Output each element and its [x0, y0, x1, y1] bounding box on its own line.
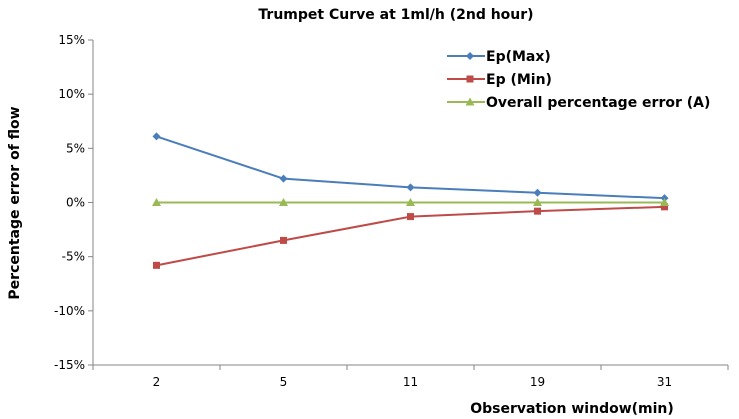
- y-tick-label: 10%: [58, 87, 85, 101]
- series-group: [152, 198, 669, 206]
- x-tick-label: 31: [657, 375, 672, 389]
- x-axis-title: Observation window(min): [470, 401, 674, 417]
- data-point: [534, 207, 541, 215]
- data-point: [406, 183, 415, 192]
- y-tick-label: 0%: [66, 196, 85, 210]
- legend: Ep(Max) Ep (Min) Overall percentage error …: [447, 49, 710, 111]
- x-tick-label: 11: [403, 375, 418, 389]
- data-point: [661, 203, 668, 211]
- y-axis-title: Percentage error of flow: [7, 106, 23, 299]
- legend-label: Overall percentage error (A): [486, 95, 710, 111]
- x-tick-label: 2: [153, 375, 161, 389]
- data-point: [153, 261, 160, 269]
- data-point: [533, 188, 542, 197]
- y-tick-label: 5%: [66, 141, 85, 155]
- data-point: [660, 198, 669, 206]
- x-tick-label: 19: [530, 375, 545, 389]
- series-layer: [152, 132, 669, 269]
- legend-marker: [466, 52, 474, 60]
- y-tick-label: 15%: [58, 33, 85, 47]
- data-point: [280, 236, 287, 244]
- legend-marker: [466, 75, 474, 83]
- data-point: [152, 198, 161, 206]
- data-point: [279, 174, 288, 183]
- series-group: [152, 132, 669, 203]
- chart-title: Trumpet Curve at 1ml/h (2nd hour): [258, 7, 533, 23]
- x-tick-label: 5: [280, 375, 288, 389]
- y-tick-label: -5%: [62, 250, 85, 264]
- y-tick-label: -15%: [54, 358, 85, 372]
- data-point: [279, 198, 288, 206]
- legend-label: Ep (Min): [486, 72, 552, 88]
- data-point: [406, 198, 415, 206]
- legend-label: Ep(Max): [486, 49, 551, 65]
- data-point: [407, 213, 414, 221]
- y-tick-label: -10%: [54, 304, 85, 318]
- legend-marker: [465, 97, 475, 106]
- data-point: [152, 132, 161, 141]
- data-point: [533, 198, 542, 206]
- series-group: [153, 203, 668, 269]
- axes: 15% 10% 5% 0% -5% -10% -15% 2 5 11 19 31: [54, 33, 729, 389]
